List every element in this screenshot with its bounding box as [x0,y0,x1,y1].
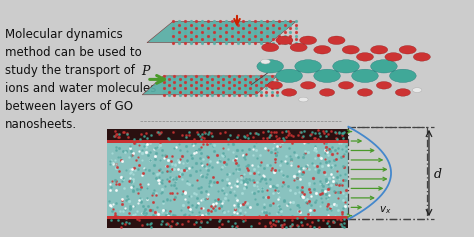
Circle shape [295,60,321,73]
Polygon shape [142,76,277,95]
Circle shape [342,46,359,54]
Circle shape [267,82,283,89]
Circle shape [399,46,416,54]
Circle shape [314,46,331,54]
Circle shape [357,89,373,96]
Circle shape [290,43,307,52]
Circle shape [412,88,422,92]
Circle shape [395,89,410,96]
Circle shape [413,53,430,61]
Polygon shape [147,21,296,43]
Text: $v_x$: $v_x$ [379,204,392,216]
Circle shape [276,36,293,45]
Circle shape [371,46,388,54]
Circle shape [319,89,335,96]
Circle shape [276,69,302,82]
Circle shape [338,82,354,89]
Circle shape [328,36,345,45]
Circle shape [314,69,340,82]
FancyBboxPatch shape [107,129,348,140]
Circle shape [385,53,402,61]
Circle shape [261,59,270,64]
Text: Molecular dynamics
method can be used to
study the transport of
ions and water m: Molecular dynamics method can be used to… [5,28,156,132]
Circle shape [282,89,297,96]
Text: d: d [434,168,442,181]
Circle shape [356,53,374,61]
FancyBboxPatch shape [107,218,348,228]
FancyBboxPatch shape [107,140,348,143]
Circle shape [371,60,397,73]
Circle shape [299,97,308,102]
Circle shape [352,69,378,82]
Circle shape [390,69,416,82]
FancyBboxPatch shape [348,127,427,219]
Text: P: P [141,65,150,78]
Circle shape [376,82,392,89]
Circle shape [257,60,283,73]
FancyBboxPatch shape [107,216,348,219]
Circle shape [262,43,279,52]
Circle shape [300,36,317,45]
Circle shape [333,60,359,73]
FancyBboxPatch shape [107,137,348,223]
Circle shape [301,82,316,89]
